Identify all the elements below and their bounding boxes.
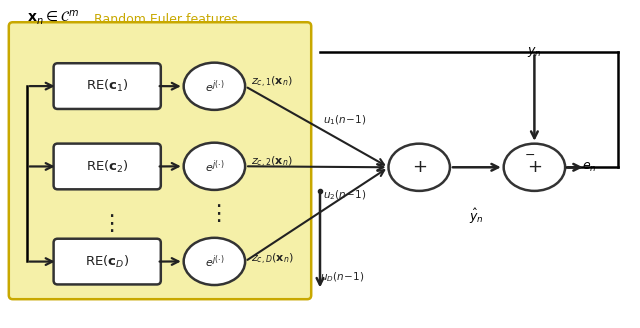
Text: $e^{j(\cdot)}$: $e^{j(\cdot)}$ xyxy=(205,78,224,94)
FancyBboxPatch shape xyxy=(9,22,311,299)
Ellipse shape xyxy=(388,144,450,191)
Text: RE($\mathbf{c}_D$): RE($\mathbf{c}_D$) xyxy=(85,254,129,270)
Text: Random Euler features: Random Euler features xyxy=(95,13,238,26)
Text: $z_{c,2}(\mathbf{x}_n)$: $z_{c,2}(\mathbf{x}_n)$ xyxy=(251,155,292,170)
Ellipse shape xyxy=(184,63,245,110)
FancyBboxPatch shape xyxy=(54,144,161,189)
Text: $\hat{y}_n$: $\hat{y}_n$ xyxy=(469,207,484,226)
Text: $e^{j(\cdot)}$: $e^{j(\cdot)}$ xyxy=(205,158,224,174)
Text: $u_D(n\!-\!1)$: $u_D(n\!-\!1)$ xyxy=(320,270,364,284)
Text: $z_{c,D}(\mathbf{x}_n)$: $z_{c,D}(\mathbf{x}_n)$ xyxy=(251,252,294,267)
Text: +: + xyxy=(527,158,542,176)
Text: RE($\mathbf{c}_2$): RE($\mathbf{c}_2$) xyxy=(86,158,129,174)
Text: $y_n$: $y_n$ xyxy=(527,45,541,59)
Text: $e^{j(\cdot)}$: $e^{j(\cdot)}$ xyxy=(205,253,224,270)
Text: +: + xyxy=(412,158,427,176)
Text: $\vdots$: $\vdots$ xyxy=(100,212,115,234)
Ellipse shape xyxy=(184,238,245,285)
Text: $u_1(n\!-\!1)$: $u_1(n\!-\!1)$ xyxy=(323,113,366,127)
Text: $\mathbf{x}_n \in \mathcal{C}^m$: $\mathbf{x}_n \in \mathcal{C}^m$ xyxy=(27,8,79,27)
Text: $u_2(n\!-\!1)$: $u_2(n\!-\!1)$ xyxy=(323,188,366,202)
FancyBboxPatch shape xyxy=(54,239,161,284)
Text: $-$: $-$ xyxy=(524,148,535,161)
FancyBboxPatch shape xyxy=(54,63,161,109)
Text: RE($\mathbf{c}_1$): RE($\mathbf{c}_1$) xyxy=(86,78,129,94)
Ellipse shape xyxy=(504,144,565,191)
Ellipse shape xyxy=(184,143,245,190)
Text: $e_n$: $e_n$ xyxy=(582,161,597,174)
Text: $z_{c,1}(\mathbf{x}_n)$: $z_{c,1}(\mathbf{x}_n)$ xyxy=(251,74,292,90)
Text: $\vdots$: $\vdots$ xyxy=(207,202,221,224)
